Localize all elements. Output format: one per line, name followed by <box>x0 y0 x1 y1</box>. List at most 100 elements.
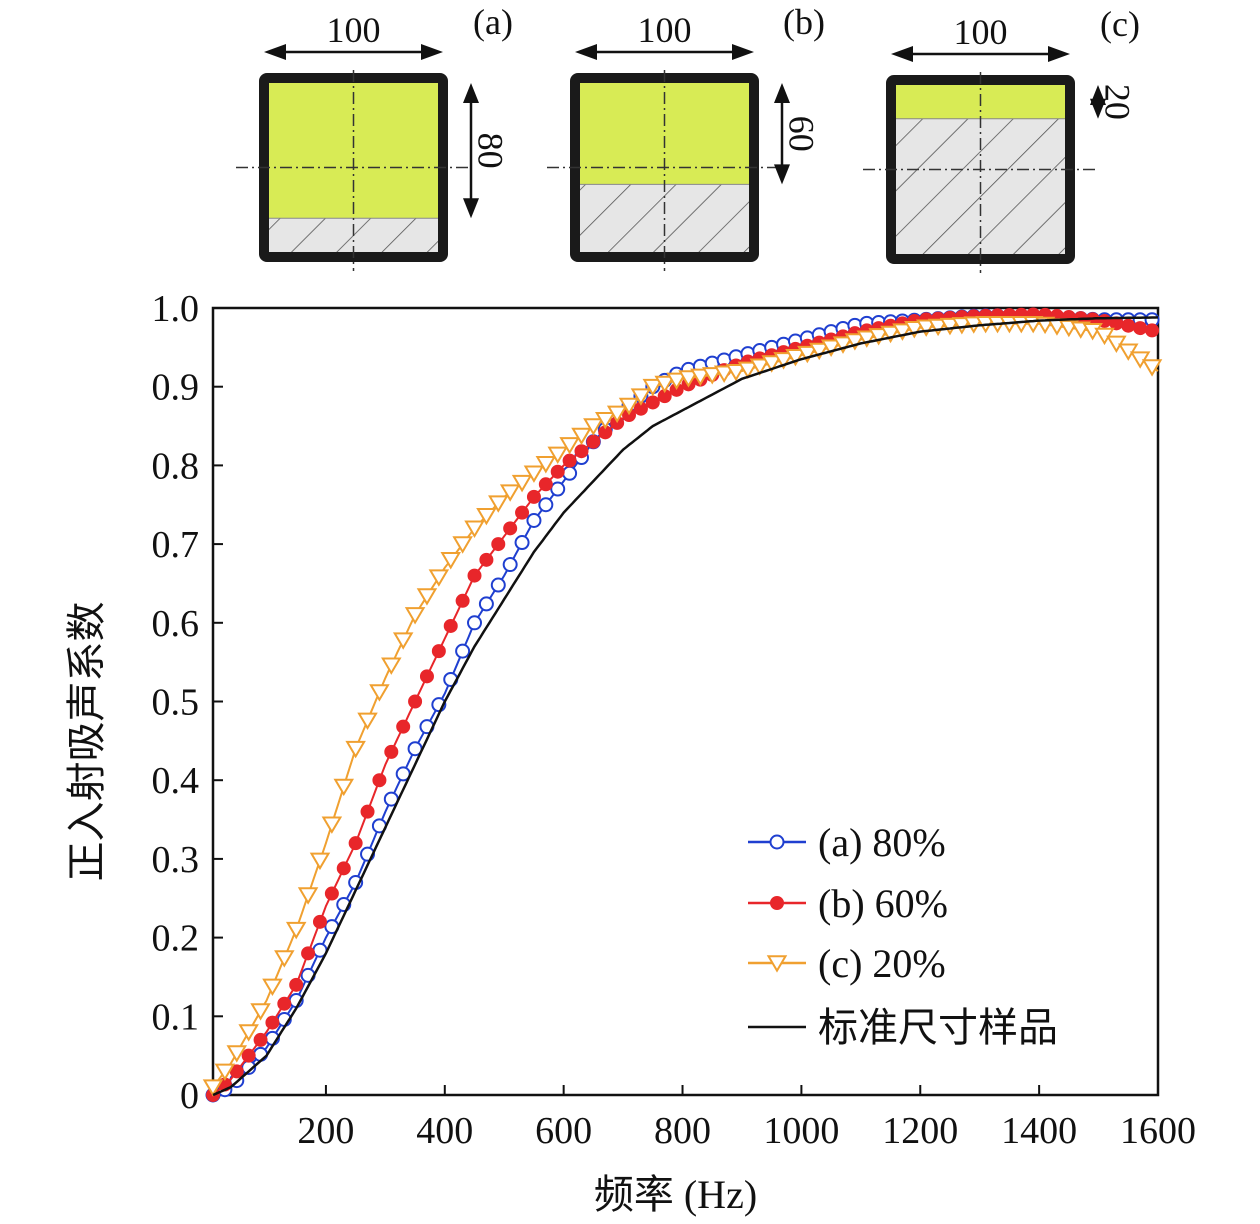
y-tick-label: 0.3 <box>152 839 200 881</box>
x-tick-label: 200 <box>297 1110 354 1152</box>
legend-marker <box>766 955 788 973</box>
width-arrowhead-right <box>421 44 443 60</box>
data-point <box>642 378 664 397</box>
data-point <box>336 861 351 876</box>
data-point <box>515 505 530 520</box>
width-arrowhead-left <box>891 46 913 62</box>
data-point <box>562 453 577 468</box>
series-3 <box>202 315 1163 1097</box>
series-1 <box>205 308 1160 1103</box>
data-point <box>488 495 509 513</box>
data-point <box>797 345 818 364</box>
y-tick-label: 1.0 <box>152 288 200 330</box>
series-line <box>212 314 1158 1096</box>
data-point <box>491 537 506 552</box>
data-point <box>396 719 411 734</box>
data-point <box>1145 323 1160 338</box>
plot-frame <box>211 306 1160 1097</box>
data-point <box>502 557 518 573</box>
data-point <box>419 669 434 684</box>
data-point <box>550 481 566 497</box>
data-point <box>514 535 530 551</box>
data-point <box>526 489 541 504</box>
data-point <box>595 411 616 430</box>
data-point <box>333 778 355 797</box>
data-point <box>725 363 747 382</box>
data-point <box>915 319 937 337</box>
width-label: 100 <box>327 10 381 50</box>
data-point <box>618 397 640 416</box>
width-arrowhead-left <box>264 44 286 60</box>
series-2 <box>206 307 1160 1102</box>
data-point <box>606 405 628 424</box>
y-tick-label: 0.9 <box>152 367 200 409</box>
data-point <box>238 1024 259 1042</box>
sample-panel-1: 100 (a) 80 <box>236 2 513 271</box>
data-point <box>464 520 485 538</box>
x-axis-label: 频率 (Hz) <box>594 1172 757 1217</box>
data-point <box>289 977 304 992</box>
data-point <box>478 596 494 612</box>
x-tick-label: 1400 <box>1001 1110 1077 1152</box>
y-tick-label: 0.7 <box>152 524 200 566</box>
data-point <box>868 328 889 346</box>
data-point <box>392 632 414 650</box>
data-point <box>360 804 375 819</box>
panel-label: (a) <box>473 2 513 42</box>
data-point <box>737 361 759 380</box>
legend-marker <box>770 896 784 910</box>
x-tick-label: 800 <box>654 1110 711 1152</box>
data-point <box>749 358 771 376</box>
y-axis-label: 正入射吸声系数 <box>64 602 109 882</box>
legend-item: 标准尺寸样品 <box>748 1005 1058 1050</box>
width-label: 100 <box>954 12 1008 52</box>
data-point <box>832 336 854 354</box>
data-point <box>511 474 533 493</box>
legend-item: (a) 80% <box>748 820 946 865</box>
data-point <box>856 330 878 348</box>
data-point <box>654 375 675 394</box>
data-point <box>535 456 557 474</box>
width-arrowhead-right <box>732 44 754 60</box>
width-arrowhead-right <box>1048 46 1070 62</box>
y-tick-label: 0.5 <box>152 682 200 724</box>
data-point <box>467 615 483 631</box>
data-point <box>490 577 506 593</box>
filled-region <box>269 83 438 219</box>
data-point <box>467 568 482 583</box>
data-point <box>630 388 652 406</box>
height-arrowhead-top <box>463 83 479 103</box>
panel-label: (c) <box>1100 4 1140 44</box>
data-point <box>312 914 327 929</box>
data-point <box>559 437 580 455</box>
data-point <box>416 588 438 606</box>
data-point <box>586 434 601 449</box>
data-point <box>550 464 565 479</box>
data-point <box>321 816 343 834</box>
height-arrowhead-top <box>774 83 790 103</box>
data-point <box>526 512 542 528</box>
y-tick-label: 0 <box>180 1075 199 1117</box>
x-tick-label: 1200 <box>882 1110 958 1152</box>
data-point <box>1133 321 1148 336</box>
x-tick-label: 600 <box>535 1110 592 1152</box>
y-tick-label: 0.2 <box>152 918 200 960</box>
width-arrowhead-left <box>575 44 597 60</box>
legend-item: (b) 60% <box>748 881 948 926</box>
data-point <box>503 521 518 536</box>
y-tick-label: 0.8 <box>152 445 200 487</box>
data-point <box>1121 318 1136 333</box>
legend-label: 标准尺寸样品 <box>818 1005 1058 1050</box>
width-label: 100 <box>638 10 692 50</box>
data-point <box>538 497 554 513</box>
data-point <box>678 370 699 388</box>
data-point <box>345 740 366 759</box>
legend: (a) 80% (b) 60% (c) 20% 标准尺寸样品 <box>748 820 1058 1050</box>
data-point <box>476 507 497 526</box>
data-point <box>927 318 949 337</box>
data-point <box>274 950 295 968</box>
sample-panel-3: 100 (c) 20 <box>863 4 1140 273</box>
data-point <box>214 1063 236 1082</box>
data-point <box>381 657 402 675</box>
data-point <box>538 477 553 492</box>
